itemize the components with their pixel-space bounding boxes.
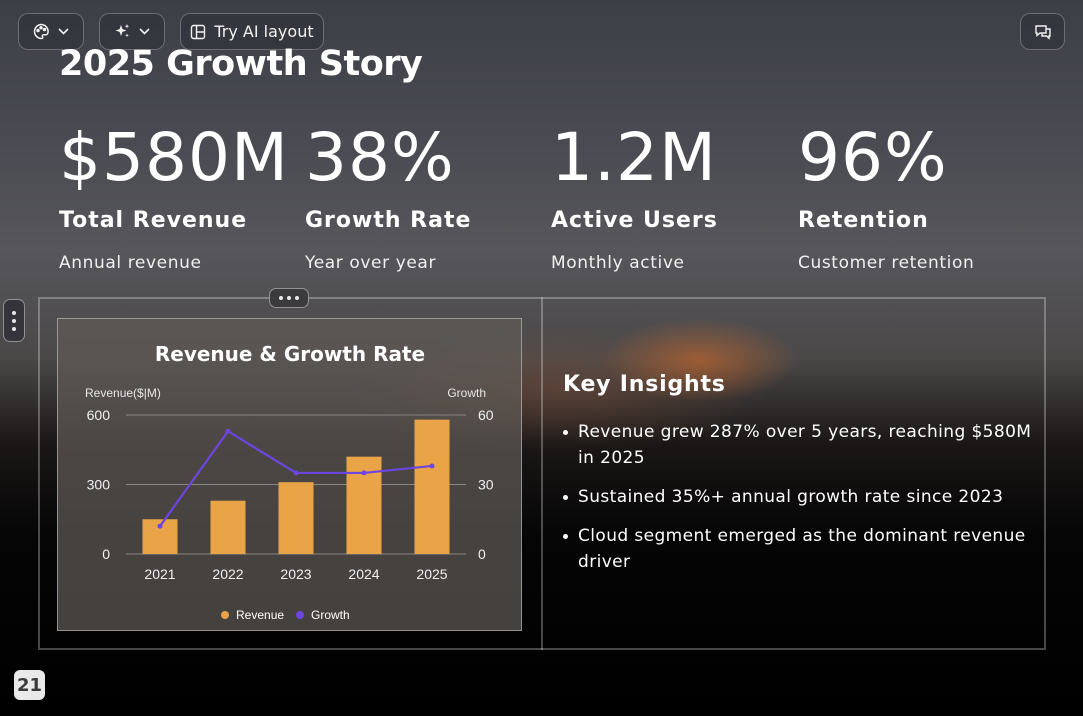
slide-title: 2025 Growth Story — [59, 44, 423, 84]
stat-value: 1.2M — [551, 119, 717, 196]
legend-swatch-growth — [296, 611, 304, 619]
x-tick-label: 2024 — [348, 566, 379, 582]
stat-label: Active Users — [551, 208, 718, 233]
legend-label-growth: Growth — [311, 608, 350, 622]
stat-value: $580M — [59, 119, 289, 196]
revenue-bar — [210, 500, 246, 554]
stat-description: Monthly active — [551, 253, 685, 273]
try-ai-layout-button[interactable]: Try AI layout — [180, 13, 324, 50]
layout-icon — [190, 24, 206, 40]
key-insights-panel: Key Insights Revenue grew 287% over 5 ye… — [563, 372, 1033, 588]
palette-icon — [33, 23, 50, 40]
stat-value: 96% — [798, 119, 948, 196]
insights-title: Key Insights — [563, 372, 726, 397]
comments-icon — [1034, 24, 1052, 40]
theme-button[interactable] — [18, 13, 84, 50]
y-tick-label: 600 — [87, 407, 111, 423]
y2-tick-label: 60 — [478, 407, 494, 423]
stat-label: Growth Rate — [305, 208, 472, 233]
chart-card[interactable]: Revenue & Growth Rate Revenue($|M) Growt… — [57, 318, 522, 631]
chevron-down-icon — [139, 28, 150, 35]
stat-retention: 96% Retention Customer retention — [798, 119, 1038, 274]
chevron-down-icon — [58, 28, 69, 35]
x-tick-label: 2025 — [416, 566, 447, 582]
x-tick-label: 2023 — [280, 566, 311, 582]
growth-point — [157, 523, 163, 529]
growth-point — [361, 470, 367, 476]
x-tick-label: 2022 — [212, 566, 243, 582]
stat-total-revenue: $580M Total Revenue Annual revenue — [59, 119, 299, 274]
page-number-badge[interactable]: 21 — [14, 670, 45, 700]
chart-title: Revenue & Growth Rate — [155, 342, 425, 366]
insights-list: Revenue grew 287% over 5 years, reaching… — [563, 419, 1033, 575]
legend-label-revenue: Revenue — [236, 608, 284, 622]
revenue-growth-chart: Revenue & Growth Rate Revenue($|M) Growt… — [85, 342, 494, 622]
revenue-bar — [414, 419, 450, 554]
stat-active-users: 1.2M Active Users Monthly active — [551, 119, 791, 274]
stat-growth-rate: 38% Growth Rate Year over year — [305, 119, 545, 274]
insight-item: Sustained 35%+ annual growth rate since … — [563, 484, 1033, 510]
sparkles-icon — [114, 23, 131, 40]
ai-menu-button[interactable] — [99, 13, 165, 50]
legend-swatch-revenue — [221, 611, 229, 619]
block-drag-handle[interactable] — [3, 299, 25, 342]
growth-point — [293, 470, 299, 476]
revenue-bar — [278, 482, 314, 554]
stat-label: Retention — [798, 208, 929, 233]
content-block-frame[interactable] — [38, 297, 1046, 650]
y2-axis-label: Growth — [447, 386, 486, 400]
stat-description: Customer retention — [798, 253, 975, 273]
stat-value: 38% — [305, 119, 455, 196]
column-resize-handle[interactable] — [269, 288, 309, 308]
stat-label: Total Revenue — [59, 208, 248, 233]
x-tick-label: 2021 — [144, 566, 175, 582]
y-tick-label: 300 — [87, 477, 111, 493]
y2-tick-label: 0 — [478, 546, 486, 562]
growth-point — [225, 428, 231, 434]
y2-tick-label: 30 — [478, 477, 494, 493]
insight-item: Cloud segment emerged as the dominant re… — [563, 523, 1033, 575]
try-ai-layout-label: Try AI layout — [214, 22, 314, 41]
y-axis-label: Revenue($|M) — [85, 386, 161, 400]
chart-legend: Revenue Growth — [221, 608, 350, 622]
growth-point — [429, 463, 435, 469]
stat-description: Year over year — [305, 253, 437, 273]
comments-button[interactable] — [1020, 13, 1065, 50]
y-tick-label: 0 — [102, 546, 110, 562]
insight-item: Revenue grew 287% over 5 years, reaching… — [563, 419, 1033, 471]
column-divider — [541, 297, 543, 650]
stat-description: Annual revenue — [59, 253, 202, 273]
